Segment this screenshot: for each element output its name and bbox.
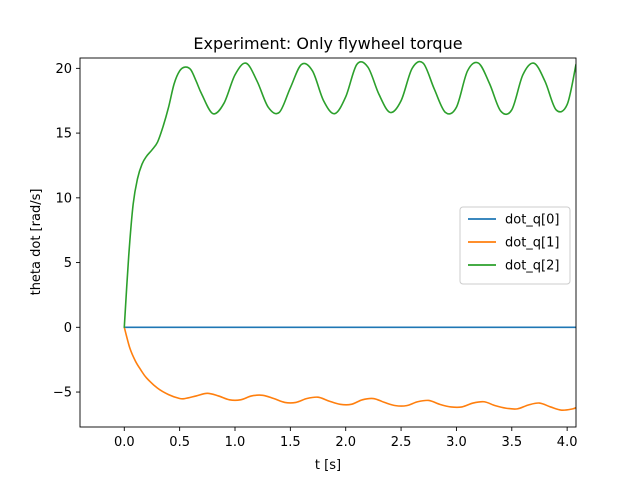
x-tick-label: 0.0 (114, 435, 135, 450)
series-layer (123, 60, 576, 412)
x-tick-label: 3.5 (501, 435, 522, 450)
y-tick-label: 5 (64, 256, 72, 271)
chart-title: Experiment: Only flywheel torque (193, 34, 462, 53)
x-tick-label: 2.5 (391, 435, 412, 450)
y-tick-label: 20 (55, 62, 72, 77)
y-axis-ticks: −5 0 5 10 15 20 (53, 62, 80, 401)
legend-label: dot_q[0] (505, 213, 559, 228)
x-tick-label: 0.5 (169, 435, 190, 450)
x-tick-label: 3.0 (446, 435, 467, 450)
y-tick-label: 10 (55, 191, 72, 206)
y-tick-label: 15 (55, 127, 72, 142)
x-tick-label: 4.0 (557, 435, 578, 450)
x-axis-ticks: 0.0 0.5 1.0 1.5 2.0 2.5 3.0 3.5 4.0 (114, 427, 578, 450)
legend: dot_q[0] dot_q[1] dot_q[2] (459, 206, 571, 285)
x-axis-label: t [s] (315, 458, 341, 473)
legend-label: dot_q[2] (505, 259, 559, 274)
y-axis-label: theta dot [rad/s] (29, 189, 44, 296)
y-tick-label: 0 (64, 321, 72, 336)
plot-frame (79, 57, 577, 428)
x-tick-label: 1.5 (280, 435, 301, 450)
y-tick-label: −5 (53, 386, 72, 401)
x-tick-label: 1.0 (225, 435, 246, 450)
series-line-2 (123, 60, 576, 329)
x-tick-label: 2.0 (335, 435, 356, 450)
series-line-1 (123, 326, 576, 412)
legend-label: dot_q[1] (505, 236, 559, 251)
